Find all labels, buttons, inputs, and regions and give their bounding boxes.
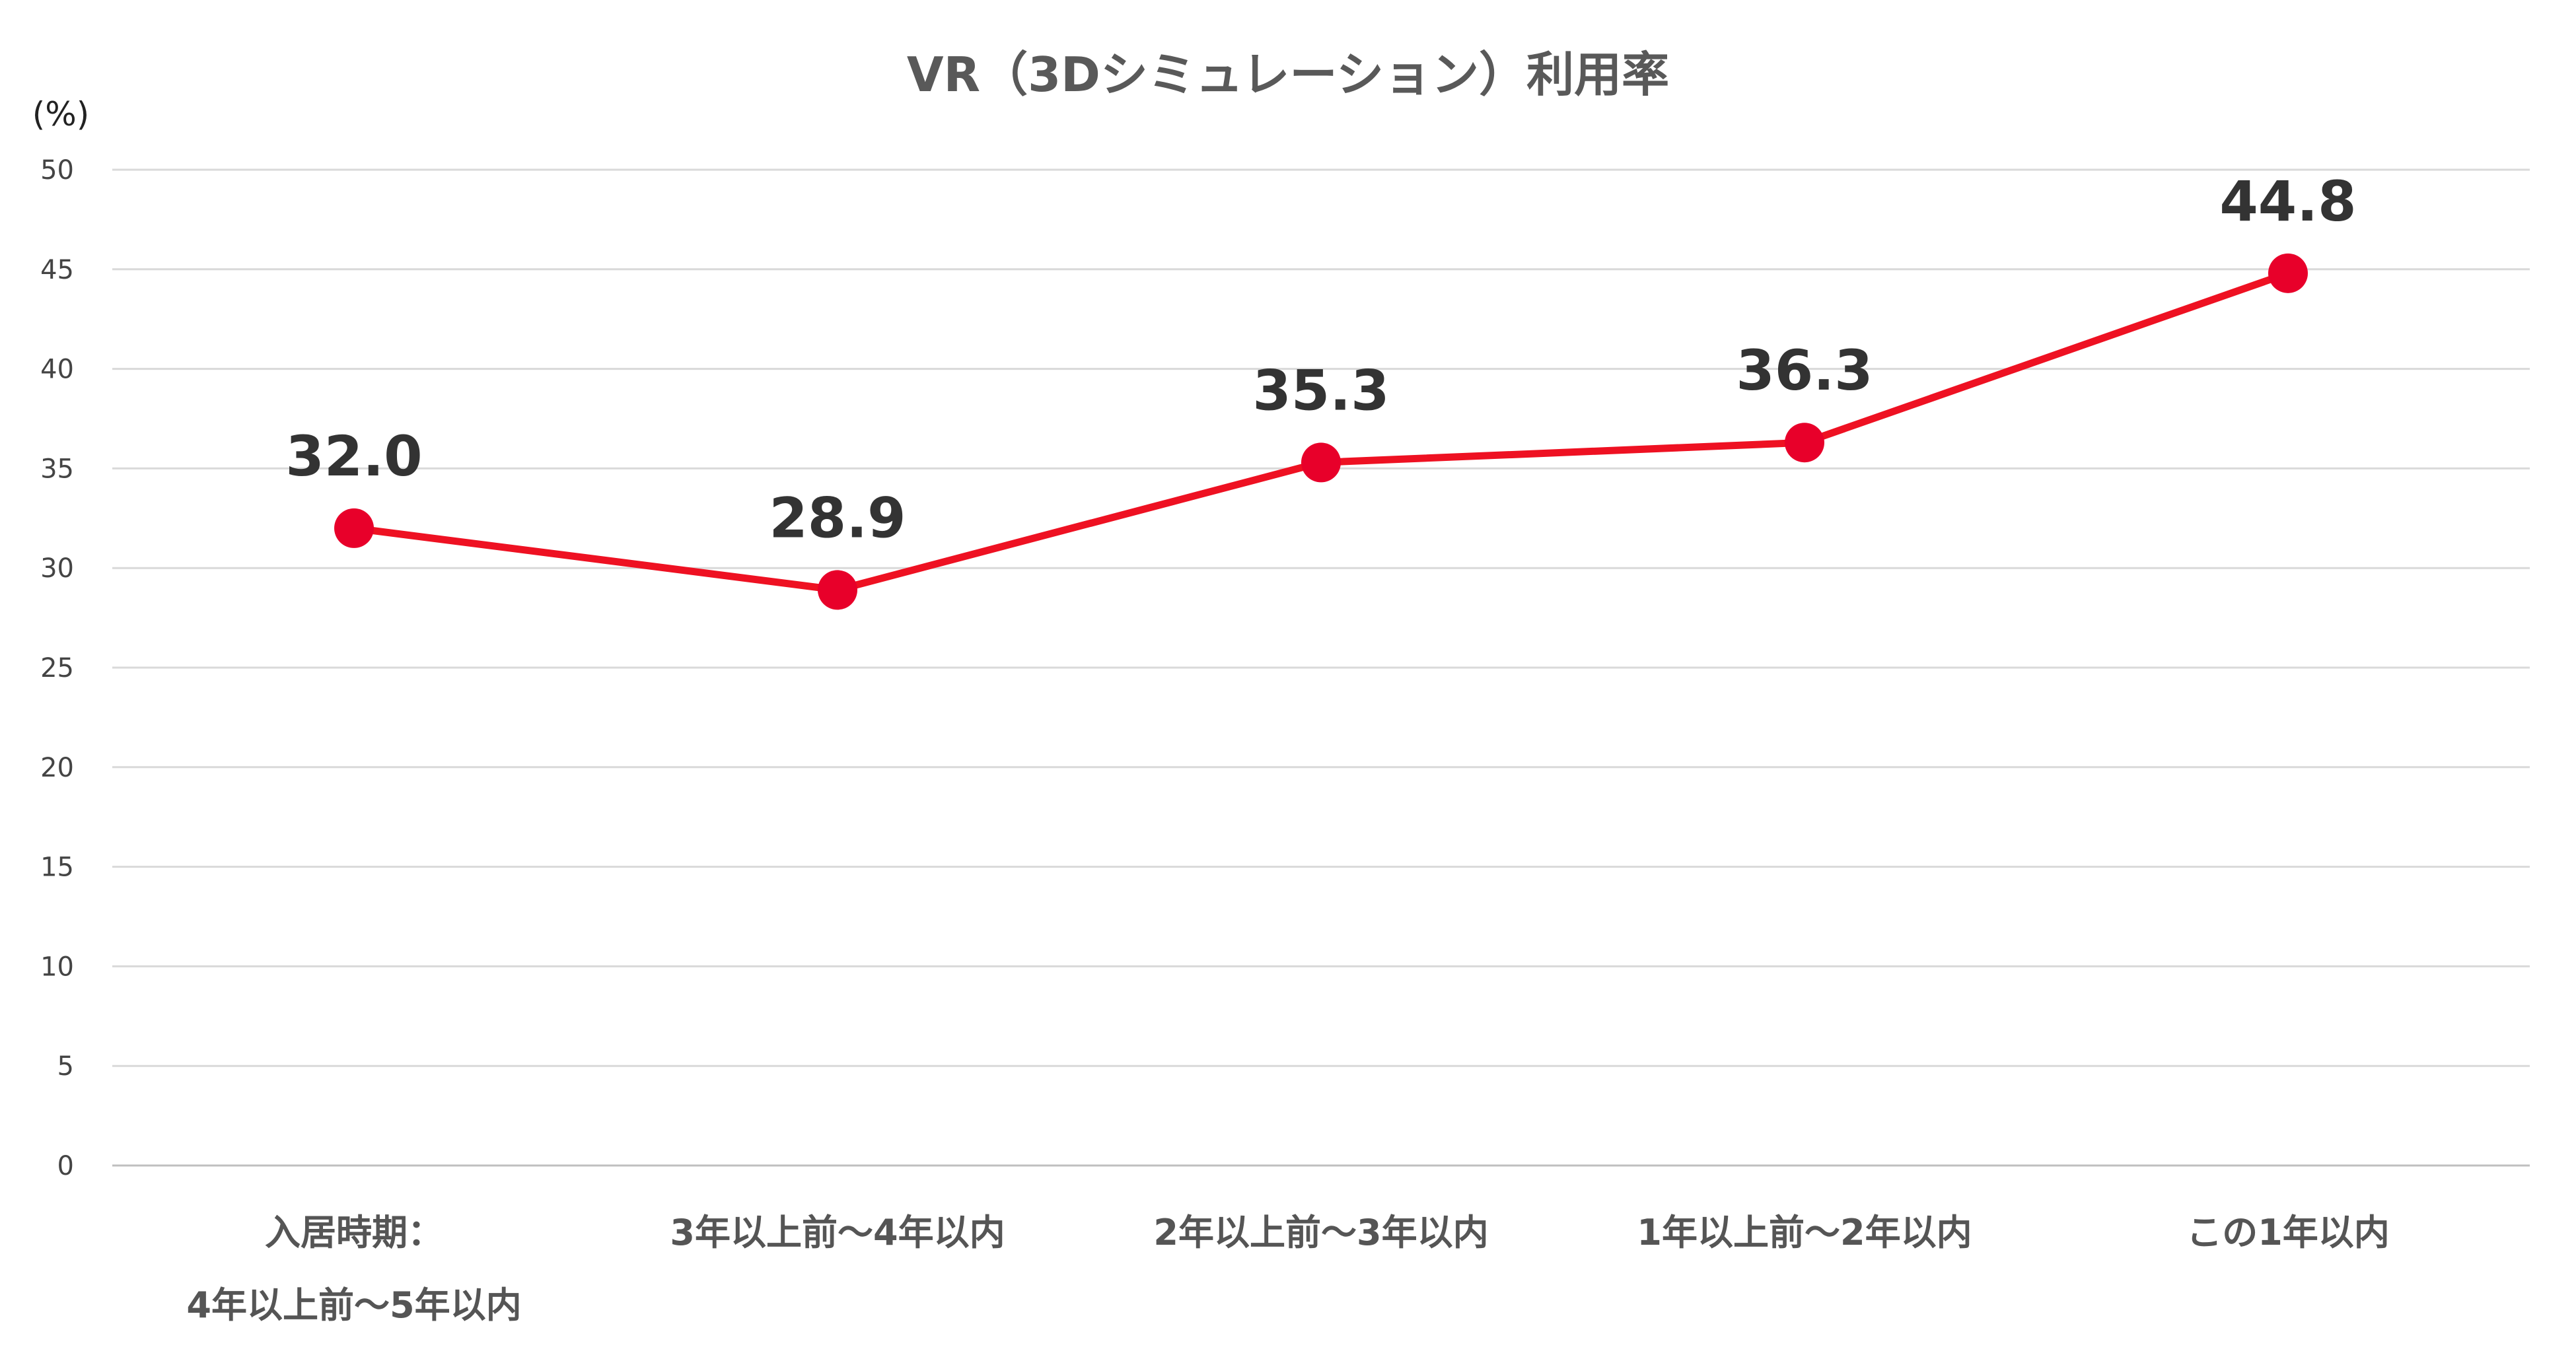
y-tick-label-35: 35: [40, 454, 74, 484]
y-tick-label-40: 40: [40, 355, 74, 385]
data-point-1: [818, 570, 857, 610]
y-axis-unit-label: (%): [32, 95, 90, 133]
y-tick-label-30: 30: [40, 553, 74, 584]
y-tick-label-5: 5: [57, 1051, 74, 1082]
y-tick-label-20: 20: [40, 753, 74, 783]
series-line: [350, 269, 2292, 594]
x-tick-label-1: 3年以上前～4年以内: [670, 1212, 1005, 1253]
chart-title: VR（3Dシミュレーション）利用率: [907, 47, 1669, 102]
data-point-0: [334, 508, 374, 548]
x-tick-label-0-line-0: 入居時期：: [265, 1212, 443, 1253]
data-point-4: [2268, 253, 2308, 293]
y-axis-tick-labels: 0 5 10 15 20 25 30 35 40 45 50: [40, 155, 74, 1181]
y-tick-label-50: 50: [40, 155, 74, 186]
y-tick-label-45: 45: [40, 255, 74, 285]
x-tick-label-0-line-1: 4年以上前～5年以内: [186, 1284, 521, 1326]
x-tick-label-4: この1年以内: [2186, 1212, 2390, 1253]
series-line-group: [350, 269, 2292, 594]
data-point-2: [1301, 442, 1341, 483]
data-label-3: 36.3: [1736, 338, 1873, 403]
y-tick-label-25: 25: [40, 653, 74, 683]
data-label-2: 35.3: [1252, 358, 1389, 423]
x-axis-tick-labels: 入居時期： 4年以上前～5年以内 3年以上前～4年以内 2年以上前～3年以内 1年以上前…: [186, 1212, 2389, 1326]
x-tick-label-2: 2年以上前～3年以内: [1153, 1212, 1488, 1253]
y-tick-label-15: 15: [40, 852, 74, 883]
data-point-markers: [334, 253, 2308, 610]
y-tick-label-10: 10: [40, 952, 74, 982]
data-label-1: 28.9: [769, 485, 906, 550]
data-label-0: 32.0: [285, 424, 422, 489]
y-tick-label-0: 0: [57, 1151, 74, 1181]
x-tick-label-3: 1年以上前～2年以内: [1637, 1212, 1972, 1253]
data-labels: 32.0 28.9 35.3 36.3 44.8: [285, 169, 2356, 551]
data-label-4: 44.8: [2219, 169, 2356, 234]
gridlines: [112, 168, 2530, 1167]
data-point-3: [1785, 423, 1824, 463]
